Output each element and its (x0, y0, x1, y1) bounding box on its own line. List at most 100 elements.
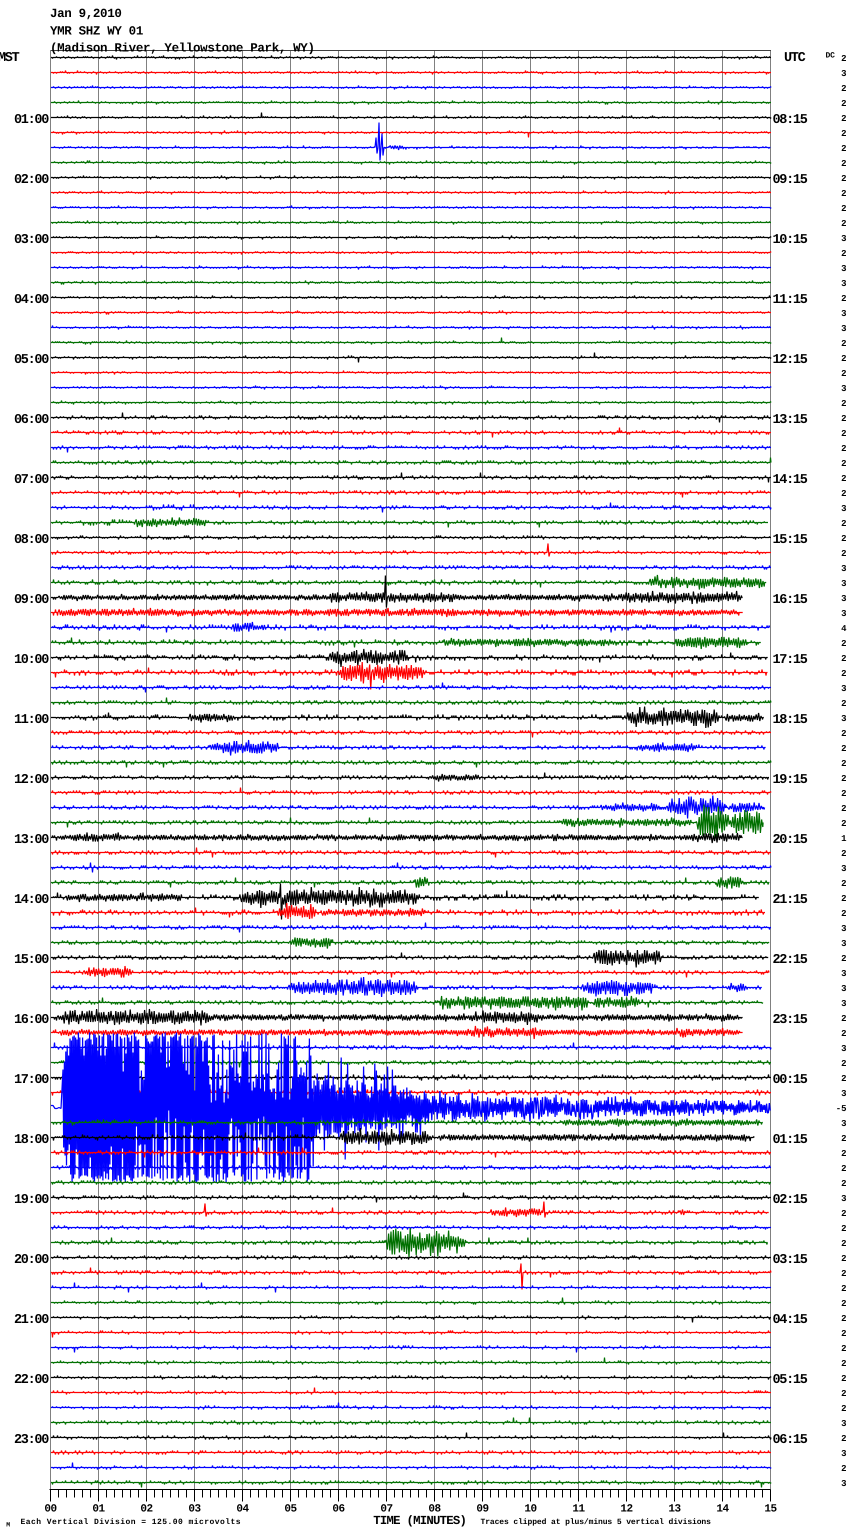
svg-text:3: 3 (841, 264, 846, 274)
svg-text:2: 2 (841, 819, 846, 829)
svg-text:Jan 9,2010: Jan 9,2010 (50, 7, 122, 21)
svg-text:3: 3 (841, 609, 846, 619)
svg-text:2: 2 (841, 789, 846, 799)
svg-text:2: 2 (841, 744, 846, 754)
svg-text:16:15: 16:15 (773, 593, 808, 608)
svg-text:2: 2 (841, 1029, 846, 1039)
svg-text:14:00: 14:00 (14, 893, 49, 908)
svg-text:2: 2 (841, 294, 846, 304)
svg-text:3: 3 (841, 1479, 846, 1489)
svg-text:2: 2 (841, 1239, 846, 1249)
svg-text:2: 2 (841, 729, 846, 739)
svg-text:2: 2 (841, 1134, 846, 1144)
svg-text:2: 2 (841, 1269, 846, 1279)
svg-text:23:15: 23:15 (773, 1013, 808, 1028)
svg-text:11:00: 11:00 (14, 713, 49, 728)
svg-text:17:00: 17:00 (14, 1073, 49, 1088)
svg-text:07: 07 (380, 1504, 392, 1516)
svg-text:12:15: 12:15 (773, 353, 808, 368)
svg-text:3: 3 (841, 279, 846, 289)
svg-text:2: 2 (841, 1209, 846, 1219)
svg-text:2: 2 (841, 1359, 846, 1369)
svg-text:2: 2 (841, 54, 846, 64)
svg-text:14:15: 14:15 (773, 473, 808, 488)
svg-text:3: 3 (841, 684, 846, 694)
svg-text:DC: DC (826, 52, 836, 61)
svg-text:04:15: 04:15 (773, 1313, 808, 1328)
svg-text:05:15: 05:15 (773, 1373, 808, 1388)
svg-text:01: 01 (92, 1504, 105, 1516)
svg-text:2: 2 (841, 1344, 846, 1354)
svg-text:2: 2 (841, 1464, 846, 1474)
svg-text:2: 2 (841, 774, 846, 784)
svg-text:3: 3 (841, 324, 846, 334)
svg-text:2: 2 (841, 159, 846, 169)
svg-text:2: 2 (841, 474, 846, 484)
svg-text:12:00: 12:00 (14, 773, 49, 788)
svg-text:02: 02 (140, 1504, 152, 1516)
svg-text:3: 3 (841, 999, 846, 1009)
svg-text:2: 2 (841, 369, 846, 379)
svg-text:18:00: 18:00 (14, 1133, 49, 1148)
svg-text:13: 13 (668, 1504, 681, 1516)
svg-text:15:15: 15:15 (773, 533, 808, 548)
svg-text:3: 3 (841, 1119, 846, 1129)
svg-text:2: 2 (841, 759, 846, 769)
svg-text:2: 2 (841, 549, 846, 559)
svg-text:2: 2 (841, 894, 846, 904)
svg-text:10:15: 10:15 (773, 233, 808, 248)
svg-text:2: 2 (841, 1299, 846, 1309)
svg-text:2: 2 (841, 204, 846, 214)
svg-text:00: 00 (44, 1504, 56, 1516)
svg-text:04: 04 (236, 1504, 249, 1516)
svg-text:MST: MST (0, 51, 20, 66)
svg-text:2: 2 (841, 84, 846, 94)
svg-text:4: 4 (841, 624, 847, 634)
svg-text:22:00: 22:00 (14, 1373, 49, 1388)
svg-text:2: 2 (841, 1149, 846, 1159)
svg-text:14: 14 (716, 1504, 729, 1516)
svg-text:05: 05 (284, 1504, 297, 1516)
svg-text:2: 2 (841, 489, 846, 499)
svg-text:3: 3 (841, 1419, 846, 1429)
svg-text:22:15: 22:15 (773, 953, 808, 968)
svg-text:-5: -5 (836, 1104, 847, 1114)
svg-text:3: 3 (841, 939, 846, 949)
svg-text:2: 2 (841, 1179, 846, 1189)
svg-text:09:00: 09:00 (14, 593, 49, 608)
svg-text:Traces clipped at plus/minus 5: Traces clipped at plus/minus 5 vertical … (481, 1518, 712, 1527)
svg-text:3: 3 (841, 579, 846, 589)
svg-text:3: 3 (841, 564, 846, 574)
svg-text:03: 03 (188, 1504, 201, 1516)
svg-text:19:15: 19:15 (773, 773, 808, 788)
svg-text:TIME (MINUTES): TIME (MINUTES) (373, 1514, 466, 1528)
svg-text:2: 2 (841, 1074, 846, 1084)
svg-text:09: 09 (476, 1504, 488, 1516)
svg-text:2: 2 (841, 804, 846, 814)
svg-text:2: 2 (841, 1059, 846, 1069)
svg-text:08: 08 (428, 1504, 441, 1516)
svg-text:06:15: 06:15 (773, 1433, 808, 1448)
svg-text:2: 2 (841, 339, 846, 349)
svg-text:08:00: 08:00 (14, 533, 49, 548)
svg-text:3: 3 (841, 309, 846, 319)
svg-text:2: 2 (841, 849, 846, 859)
svg-text:3: 3 (841, 1089, 846, 1099)
svg-text:01:15: 01:15 (773, 1133, 808, 1148)
svg-text:12: 12 (620, 1504, 632, 1516)
svg-text:2: 2 (841, 189, 846, 199)
svg-text:2: 2 (841, 1014, 846, 1024)
svg-text:2: 2 (841, 1164, 846, 1174)
svg-text:2: 2 (841, 669, 846, 679)
svg-text:2: 2 (841, 909, 846, 919)
svg-text:07:00: 07:00 (14, 473, 49, 488)
svg-text:2: 2 (841, 1434, 846, 1444)
svg-text:02:00: 02:00 (14, 173, 49, 188)
svg-text:21:15: 21:15 (773, 893, 808, 908)
svg-text:15: 15 (764, 1504, 777, 1516)
svg-text:11: 11 (572, 1504, 585, 1516)
svg-text:2: 2 (841, 519, 846, 529)
svg-text:(Madison River, Yellowstone Pa: (Madison River, Yellowstone Park, WY) (50, 42, 315, 56)
svg-text:2: 2 (841, 954, 846, 964)
svg-text:3: 3 (841, 969, 846, 979)
